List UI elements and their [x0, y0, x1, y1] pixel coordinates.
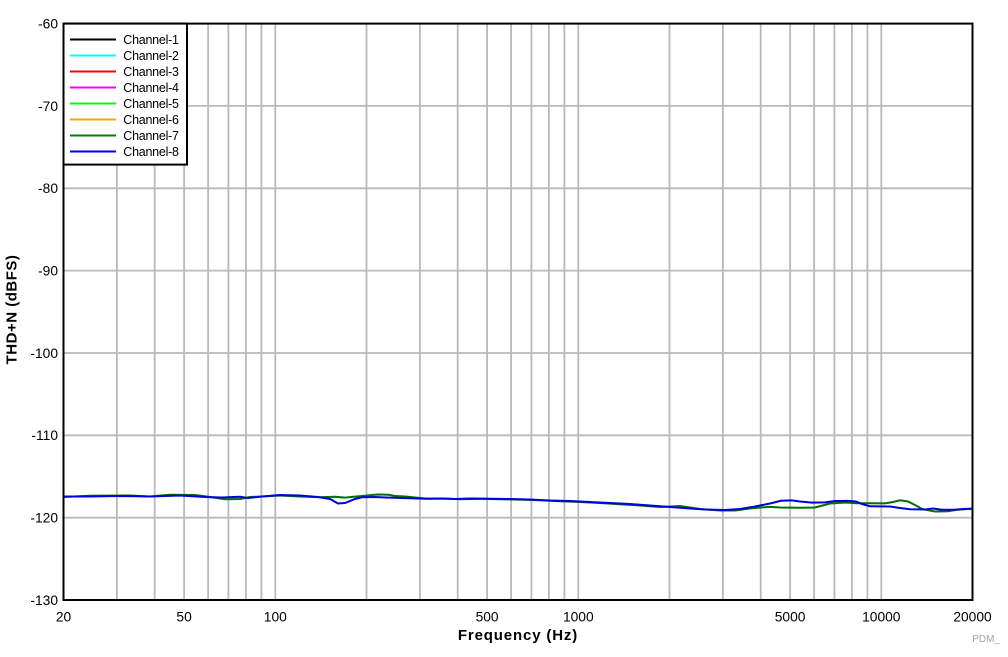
svg-text:-70: -70 — [38, 99, 58, 114]
svg-text:10000: 10000 — [862, 610, 901, 625]
svg-text:Channel-1: Channel-1 — [123, 33, 179, 47]
svg-text:-90: -90 — [38, 264, 58, 279]
svg-text:5000: 5000 — [775, 610, 806, 625]
svg-text:100: 100 — [264, 610, 287, 625]
svg-text:Channel-3: Channel-3 — [123, 65, 179, 79]
svg-text:-110: -110 — [31, 428, 58, 443]
svg-text:PDM_: PDM_ — [972, 634, 1000, 645]
svg-text:-100: -100 — [30, 346, 58, 361]
svg-text:Channel-2: Channel-2 — [123, 49, 179, 63]
svg-text:50: 50 — [176, 610, 192, 625]
svg-text:-130: -130 — [30, 593, 58, 608]
svg-text:Channel-6: Channel-6 — [123, 113, 179, 127]
svg-text:Channel-5: Channel-5 — [123, 97, 179, 111]
svg-text:20: 20 — [56, 610, 72, 625]
svg-text:500: 500 — [476, 610, 499, 625]
svg-text:20000: 20000 — [953, 610, 992, 625]
svg-text:Channel-4: Channel-4 — [123, 81, 179, 95]
svg-text:Channel-8: Channel-8 — [123, 145, 179, 159]
svg-text:Frequency (Hz): Frequency (Hz) — [458, 627, 578, 644]
svg-text:THD+N (dBFS): THD+N (dBFS) — [4, 255, 21, 365]
svg-text:-80: -80 — [38, 181, 58, 196]
svg-text:Channel-7: Channel-7 — [123, 129, 179, 143]
svg-text:1000: 1000 — [563, 610, 594, 625]
svg-text:-60: -60 — [38, 17, 58, 32]
svg-text:-120: -120 — [30, 511, 58, 526]
